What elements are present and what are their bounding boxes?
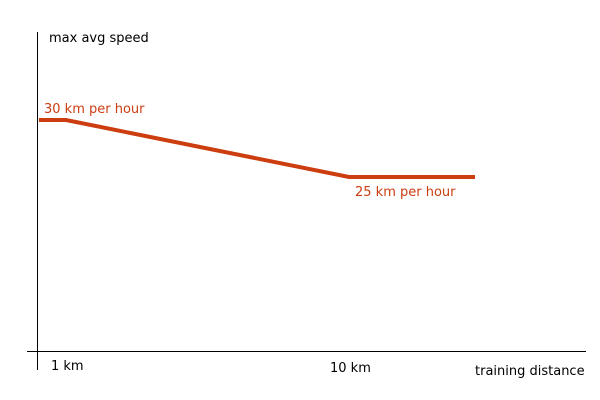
x-axis-label: training distance [475, 364, 585, 379]
y-axis-label: max avg speed [49, 31, 149, 46]
x-tick-label-1km: 1 km [51, 359, 84, 374]
data-label-25-kmh: 25 km per hour [355, 185, 456, 200]
data-label-30-kmh: 30 km per hour [44, 102, 145, 117]
x-tick-label-10km: 10 km [330, 361, 371, 376]
speed-series-line [39, 118, 475, 179]
